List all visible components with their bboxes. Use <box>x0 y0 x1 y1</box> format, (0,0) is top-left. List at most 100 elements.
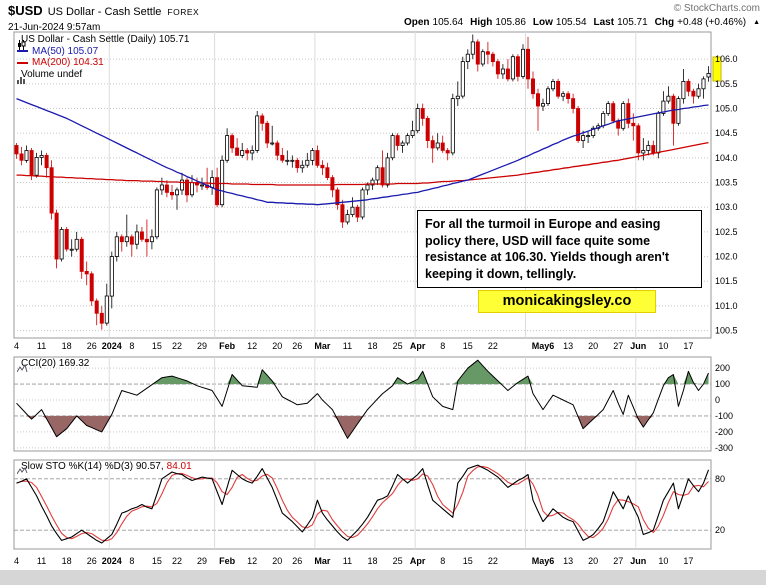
svg-text:25: 25 <box>393 341 403 351</box>
svg-text:27: 27 <box>613 341 623 351</box>
month-gridlines <box>108 460 637 549</box>
sto-k-line <box>16 464 710 544</box>
svg-text:15: 15 <box>463 341 473 351</box>
svg-text:20: 20 <box>588 556 598 566</box>
svg-text:105.0: 105.0 <box>715 104 738 114</box>
svg-text:29: 29 <box>197 556 207 566</box>
svg-text:8: 8 <box>440 556 445 566</box>
chg-up-icon: ▲ <box>753 19 760 26</box>
bottom-margin-strip <box>0 570 766 585</box>
quote-value: 105.64 <box>432 17 464 28</box>
svg-text:13: 13 <box>563 341 573 351</box>
x-axis-labels: 4 11 18 26 2024 8 15 22 29 Feb 12 20 26 Mar 11 18 25 Apr 8… <box>14 341 693 351</box>
price-legend-label: US Dollar - Cash Settle (Daily) 105.71 <box>21 34 190 45</box>
svg-text:18: 18 <box>62 341 72 351</box>
cci-negative-fill <box>16 415 709 439</box>
svg-text:8: 8 <box>440 341 445 351</box>
svg-text:27: 27 <box>613 556 623 566</box>
svg-text:4: 4 <box>14 341 19 351</box>
quote-header: 21-Jun-2024 9:57am Open 105.64 High 105.86 L… <box>8 17 760 33</box>
watermark-label: monicakingsley.co <box>478 290 656 313</box>
cci-legend: CCI(20) 169.32 <box>17 358 90 373</box>
quote-label: Open <box>403 17 430 28</box>
cci-axis-labels: 200 100 0 -100 -200 -300 <box>715 363 733 453</box>
svg-text:12: 12 <box>247 556 257 566</box>
svg-text:10: 10 <box>658 341 668 351</box>
svg-text:11: 11 <box>37 556 46 566</box>
svg-text:2024: 2024 <box>102 341 122 351</box>
cci-legend-label: CCI(20) 169.32 <box>21 358 90 369</box>
svg-text:8: 8 <box>129 341 134 351</box>
svg-text:-200: -200 <box>715 427 733 437</box>
svg-text:20: 20 <box>588 341 598 351</box>
svg-text:103.5: 103.5 <box>715 178 738 188</box>
cci-panel: 200 100 0 -100 -200 -300 <box>13 356 733 453</box>
ma200-line <box>16 141 709 186</box>
symbol-name: US Dollar - Cash Settle <box>47 6 162 18</box>
svg-text:80: 80 <box>715 474 725 484</box>
svg-text:20: 20 <box>272 341 282 351</box>
svg-text:15: 15 <box>463 556 473 566</box>
ma200-line-icon <box>17 61 28 64</box>
svg-text:101.5: 101.5 <box>715 276 738 286</box>
svg-text:11: 11 <box>37 341 46 351</box>
price-legend: US Dollar - Cash Settle (Daily) 105.71 M… <box>17 34 190 85</box>
price-axis-labels: 106.0 105.5 105.0 104.5 104.0 103.5 103.0 102.5… <box>715 54 738 335</box>
svg-text:22: 22 <box>488 556 498 566</box>
svg-text:Mar: Mar <box>314 341 331 351</box>
ma50-line-icon <box>17 50 28 53</box>
candles <box>14 34 711 330</box>
svg-text:13: 13 <box>563 556 573 566</box>
quote-value: +0.48 (+0.46%) <box>677 17 747 28</box>
svg-text:15: 15 <box>152 556 162 566</box>
quote-value: 105.54 <box>555 17 587 28</box>
sto-panel: 80 20 4 11 18 26 2024 8 15 22 29 Feb 12 20 26 Mar 11 18 25… <box>13 459 725 566</box>
annotation-box: For all the turmoil in Europe and easing… <box>417 210 702 288</box>
svg-text:17: 17 <box>683 556 693 566</box>
svg-text:29: 29 <box>197 341 207 351</box>
sto-d-line <box>16 466 709 542</box>
symbol: $USD <box>8 3 43 18</box>
svg-text:Feb: Feb <box>219 341 236 351</box>
quote-label: High <box>470 17 493 28</box>
svg-text:20: 20 <box>715 525 725 535</box>
sto-legend: Slow STO %K(14) %D(3) 90.57, 84.01 <box>17 461 192 475</box>
svg-text:200: 200 <box>715 363 730 373</box>
svg-text:102.5: 102.5 <box>715 227 738 237</box>
x-axis-labels: 4 11 18 26 2024 8 15 22 29 Feb 12 20 26 Mar 11 18 25 Apr 8… <box>14 556 693 566</box>
svg-text:4: 4 <box>14 556 19 566</box>
panel-border <box>13 356 712 452</box>
svg-text:11: 11 <box>343 341 352 351</box>
svg-text:104.5: 104.5 <box>715 128 738 138</box>
copyright: © StockCharts.com <box>673 3 760 14</box>
annotation-text: For all the turmoil in Europe and easing… <box>425 217 670 281</box>
svg-text:26: 26 <box>87 556 97 566</box>
svg-text:Jun: Jun <box>630 556 646 566</box>
svg-text:25: 25 <box>393 556 403 566</box>
svg-text:8: 8 <box>129 556 134 566</box>
yellow-highlight-marker <box>712 56 722 82</box>
svg-text:May6: May6 <box>532 556 555 566</box>
svg-text:Apr: Apr <box>410 341 426 351</box>
ma200-legend-label: MA(200) 104.31 <box>32 57 104 68</box>
svg-text:103.0: 103.0 <box>715 202 738 212</box>
sto-d-value: 84.01 <box>166 461 192 472</box>
svg-text:106.0: 106.0 <box>715 54 738 64</box>
svg-text:22: 22 <box>172 341 182 351</box>
quote-value: 105.86 <box>495 17 526 28</box>
svg-text:12: 12 <box>247 341 257 351</box>
price-panel: 106.0 105.5 105.0 104.5 104.0 103.5 103.0 102.5… <box>13 31 738 351</box>
sto-axis-labels: 80 20 <box>715 474 725 535</box>
ma50-legend-label: MA(50) 105.07 <box>32 45 99 57</box>
svg-text:100: 100 <box>715 379 730 389</box>
svg-text:18: 18 <box>368 341 378 351</box>
svg-text:-100: -100 <box>715 411 733 421</box>
svg-text:26: 26 <box>292 341 302 351</box>
svg-text:11: 11 <box>343 556 352 566</box>
svg-text:Mar: Mar <box>314 556 331 566</box>
month-gridlines <box>108 357 637 451</box>
svg-text:104.0: 104.0 <box>715 153 738 163</box>
svg-text:102.0: 102.0 <box>715 252 738 262</box>
cci-line <box>16 359 709 439</box>
